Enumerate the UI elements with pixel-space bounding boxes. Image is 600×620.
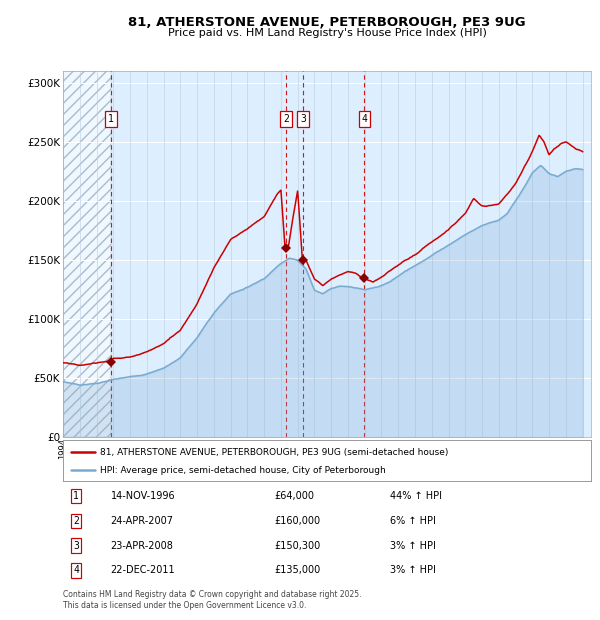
- Text: 23-APR-2008: 23-APR-2008: [110, 541, 173, 551]
- Text: 81, ATHERSTONE AVENUE, PETERBOROUGH, PE3 9UG: 81, ATHERSTONE AVENUE, PETERBOROUGH, PE3…: [128, 16, 526, 29]
- Text: 1: 1: [108, 114, 114, 124]
- Text: 14-NOV-1996: 14-NOV-1996: [110, 491, 175, 501]
- Text: 3% ↑ HPI: 3% ↑ HPI: [391, 541, 436, 551]
- Text: Contains HM Land Registry data © Crown copyright and database right 2025.
This d: Contains HM Land Registry data © Crown c…: [63, 590, 361, 609]
- Text: 44% ↑ HPI: 44% ↑ HPI: [391, 491, 442, 501]
- Text: 81, ATHERSTONE AVENUE, PETERBOROUGH, PE3 9UG (semi-detached house): 81, ATHERSTONE AVENUE, PETERBOROUGH, PE3…: [100, 448, 448, 457]
- Text: 3% ↑ HPI: 3% ↑ HPI: [391, 565, 436, 575]
- Text: 6% ↑ HPI: 6% ↑ HPI: [391, 516, 436, 526]
- Text: 2: 2: [73, 516, 79, 526]
- Text: 3: 3: [73, 541, 79, 551]
- Text: £160,000: £160,000: [274, 516, 320, 526]
- Text: 22-DEC-2011: 22-DEC-2011: [110, 565, 175, 575]
- Text: 1: 1: [73, 491, 79, 501]
- Text: 4: 4: [73, 565, 79, 575]
- Text: Price paid vs. HM Land Registry's House Price Index (HPI): Price paid vs. HM Land Registry's House …: [167, 28, 487, 38]
- Text: 4: 4: [361, 114, 367, 124]
- Text: £150,300: £150,300: [274, 541, 320, 551]
- Text: £135,000: £135,000: [274, 565, 320, 575]
- Text: 24-APR-2007: 24-APR-2007: [110, 516, 173, 526]
- Bar: [63, 71, 111, 437]
- Text: 2: 2: [283, 114, 289, 124]
- Text: 3: 3: [300, 114, 306, 124]
- Text: £64,000: £64,000: [274, 491, 314, 501]
- Text: HPI: Average price, semi-detached house, City of Peterborough: HPI: Average price, semi-detached house,…: [100, 466, 386, 475]
- Bar: [63, 71, 111, 437]
